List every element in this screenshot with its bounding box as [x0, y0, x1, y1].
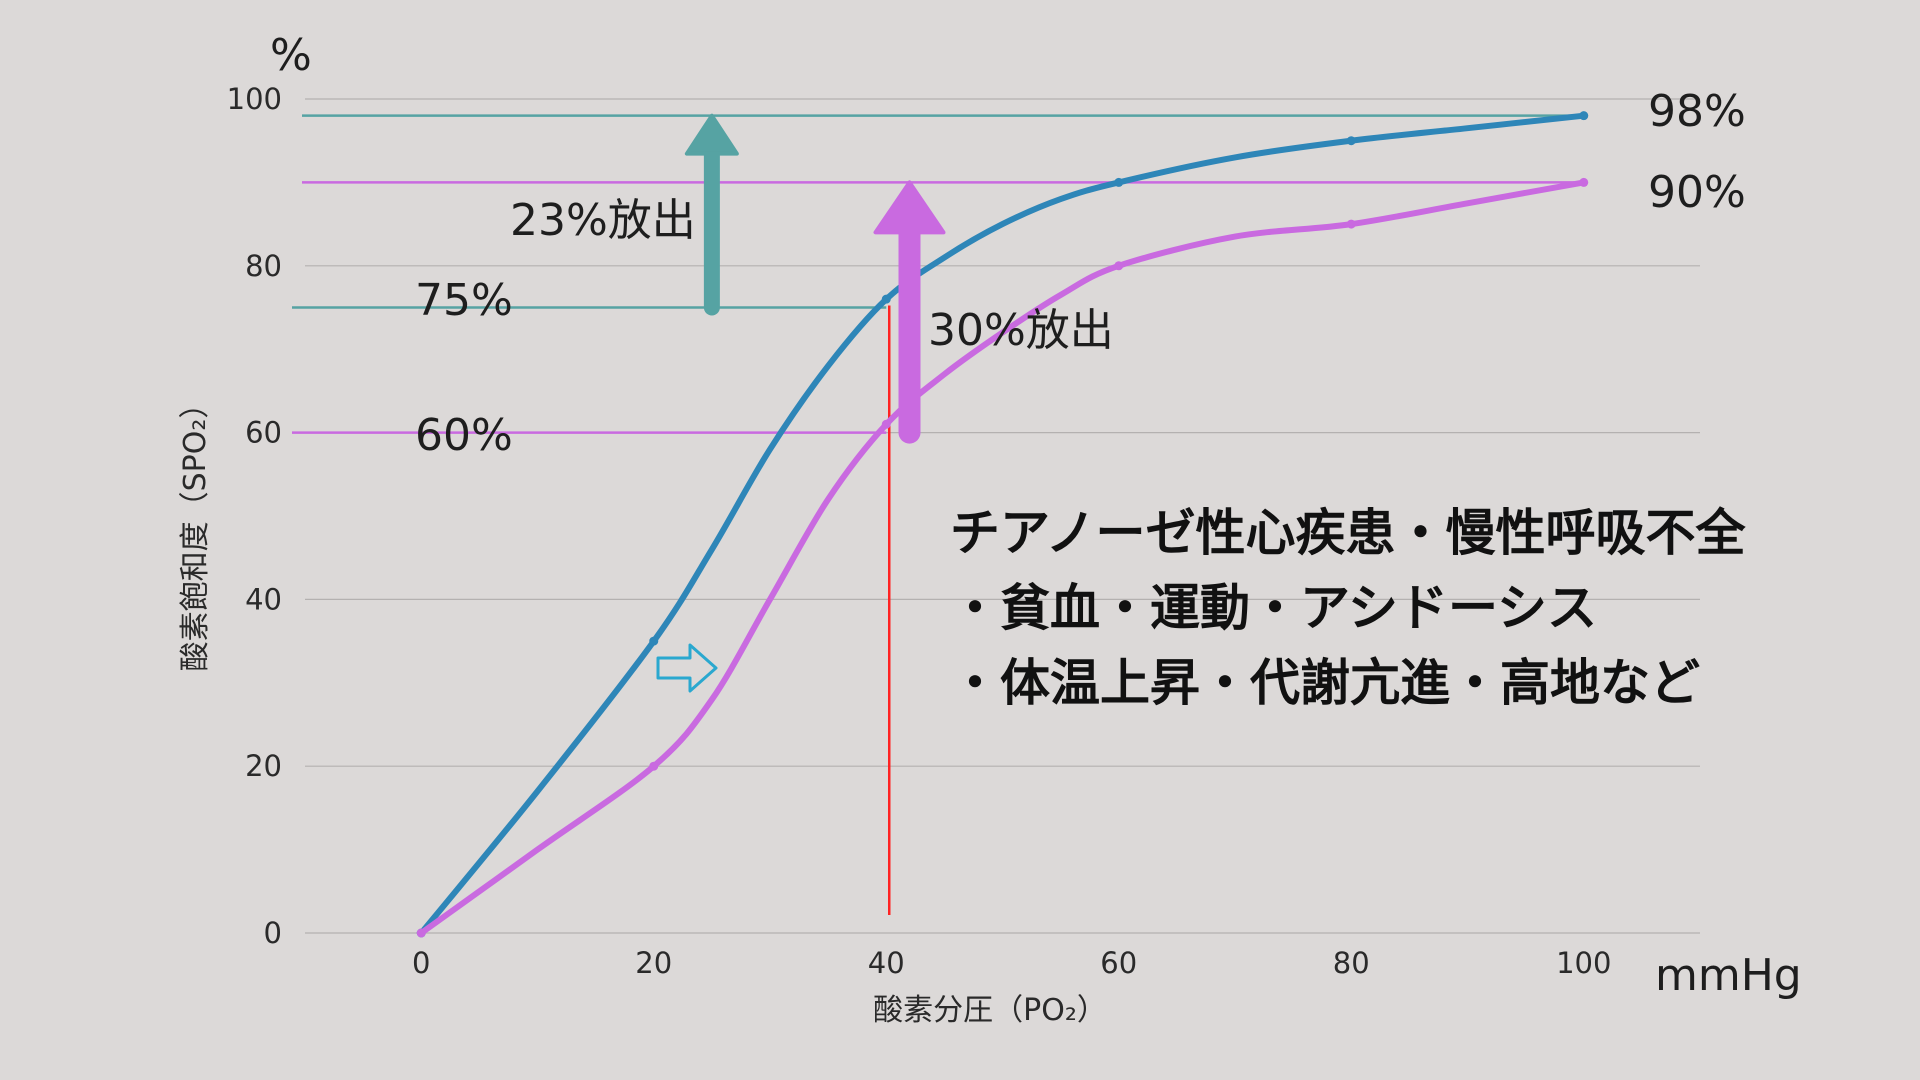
- x-tick-label: 0: [412, 946, 430, 980]
- conditions-note: チアノーゼ性心疾患・慢性呼吸不全・貧血・運動・アシドーシス・体温上昇・代謝亢進・…: [950, 504, 1746, 712]
- series-point: [881, 419, 891, 429]
- series-point: [1114, 261, 1124, 271]
- reference-label-98: 98%: [1648, 86, 1746, 137]
- series-point: [649, 636, 659, 646]
- y-unit-label: %: [270, 30, 312, 81]
- x-tick-label: 60: [1100, 946, 1137, 980]
- y-axis-title: 酸素飽和度（SPO₂）: [178, 389, 213, 672]
- series-point: [1579, 177, 1589, 187]
- y-tick-label: 0: [264, 916, 282, 950]
- x-tick-label: 40: [868, 946, 905, 980]
- x-unit-label: mmHg: [1655, 950, 1802, 1001]
- series-point: [1114, 177, 1124, 187]
- series-point: [881, 294, 891, 304]
- series-point: [1346, 136, 1356, 146]
- y-tick-label: 20: [245, 749, 282, 783]
- x-axis-title: 酸素分圧（PO₂）: [873, 993, 1107, 1028]
- y-tick-label: 40: [245, 582, 282, 616]
- x-tick-label: 80: [1333, 946, 1370, 980]
- note-line-3: ・体温上昇・代謝亢進・高地など: [950, 654, 1700, 712]
- series-point: [1346, 219, 1356, 229]
- release-arrows: [656, 113, 946, 693]
- release-arrow-normal-head: [684, 113, 739, 156]
- reference-labels: 98% 90% 75% 60%: [415, 86, 1746, 461]
- reference-label-75: 75%: [415, 275, 513, 326]
- series-point: [1579, 111, 1589, 121]
- y-tick-label: 60: [245, 416, 282, 450]
- reference-label-90: 90%: [1648, 167, 1746, 218]
- release-label-shifted: 30%放出: [928, 305, 1114, 356]
- note-line-2: ・貧血・運動・アシドーシス: [950, 579, 1597, 637]
- release-arrow-shifted-head: [873, 180, 946, 235]
- release-label-normal: 23%放出: [510, 195, 696, 246]
- y-tick-label: 100: [227, 82, 282, 116]
- series-point: [416, 928, 426, 938]
- right-shift-arrow-icon: [656, 643, 718, 693]
- note-line-1: チアノーゼ性心疾患・慢性呼吸不全: [950, 504, 1746, 562]
- x-tick-label: 100: [1556, 946, 1611, 980]
- tick-labels: 0 20 40 60 80 100 0 20 40 60 80 100: [227, 82, 1612, 980]
- x-tick-label: 20: [635, 946, 672, 980]
- text-layer: % mmHg 酸素分圧（PO₂） 酸素飽和度（SPO₂） 23%放出 30%放出: [178, 30, 1802, 1028]
- reference-lines: [292, 114, 1584, 434]
- y-tick-label: 80: [245, 249, 282, 283]
- reference-label-60: 60%: [415, 410, 513, 461]
- series-point: [649, 761, 659, 771]
